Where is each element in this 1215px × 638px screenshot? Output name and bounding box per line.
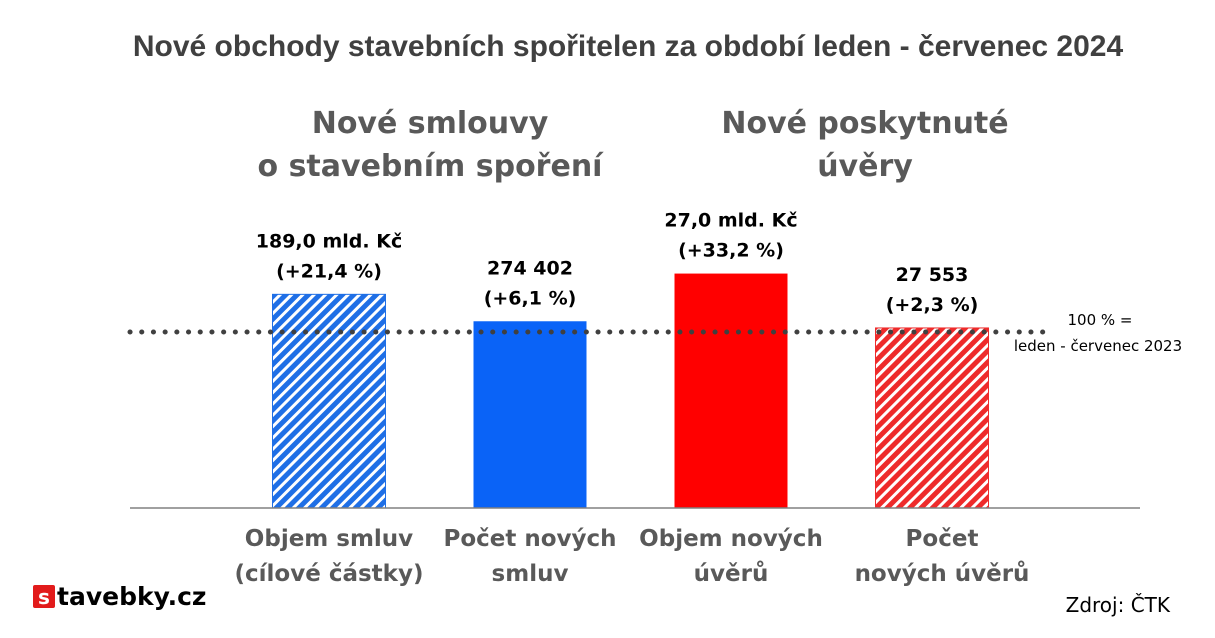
bar-objem-uveru <box>674 273 788 508</box>
data-label-objem-uveru-1: 27,0 mld. Kč <box>664 210 797 232</box>
group-label-loans-line-2: úvěry <box>817 149 913 184</box>
logo-badge <box>33 585 55 608</box>
group-label-loans-line-1: Nové poskytnuté <box>721 106 1008 141</box>
chart-title: Nové obchody stavebních spořitelen za ob… <box>133 30 1124 63</box>
reference-line-label-1: 100 % = <box>1068 311 1133 329</box>
data-label-objem-smluv-1: 189,0 mld. Kč <box>256 230 402 252</box>
reference-line-label-2: leden - červenec 2023 <box>1014 337 1182 355</box>
category-labels-group: Objem smluv (cílové částky) Počet nových sm… <box>235 526 1030 587</box>
data-label-objem-uveru-2: (+33,2 %) <box>678 240 784 262</box>
category-label-pocet-smluv-1: Počet nových <box>443 526 616 552</box>
data-label-objem-smluv-2: (+21,4 %) <box>276 260 382 282</box>
data-label-pocet-uveru-2: (+2,3 %) <box>886 294 979 316</box>
category-label-pocet-smluv-2: smluv <box>492 561 569 587</box>
bar-objem-smluv <box>272 293 386 509</box>
group-label-contracts-line-1: Nové smlouvy <box>312 106 549 141</box>
logo-text: tavebky.cz <box>57 582 206 611</box>
bar-pocet-uveru <box>875 327 989 509</box>
category-label-objem-smluv-2: (cílové částky) <box>235 561 424 587</box>
bar-pocet-smluv <box>473 321 587 508</box>
category-label-objem-uveru-1: Objem nových <box>639 526 823 552</box>
data-label-pocet-uveru-1: 27 553 <box>896 264 969 286</box>
logo: s tavebky.cz <box>33 582 206 611</box>
data-label-pocet-smluv-2: (+6,1 %) <box>484 287 577 309</box>
source-note: Zdroj: ČTK <box>1066 593 1171 617</box>
data-labels-group: 189,0 mld. Kč (+21,4 %) 274 402 (+6,1 %) 27,… <box>256 210 979 316</box>
logo-badge-letter: s <box>38 585 50 609</box>
data-label-pocet-smluv-1: 274 402 <box>487 257 573 279</box>
category-label-pocet-uveru-2: nových úvěrů <box>855 560 1030 587</box>
group-label-contracts-line-2: o stavebním spoření <box>258 149 605 184</box>
bars-group <box>272 273 989 509</box>
category-label-objem-uveru-2: úvěrů <box>694 560 769 587</box>
category-label-pocet-uveru-1: Počet <box>906 526 979 552</box>
category-label-objem-smluv-1: Objem smluv <box>245 526 413 552</box>
